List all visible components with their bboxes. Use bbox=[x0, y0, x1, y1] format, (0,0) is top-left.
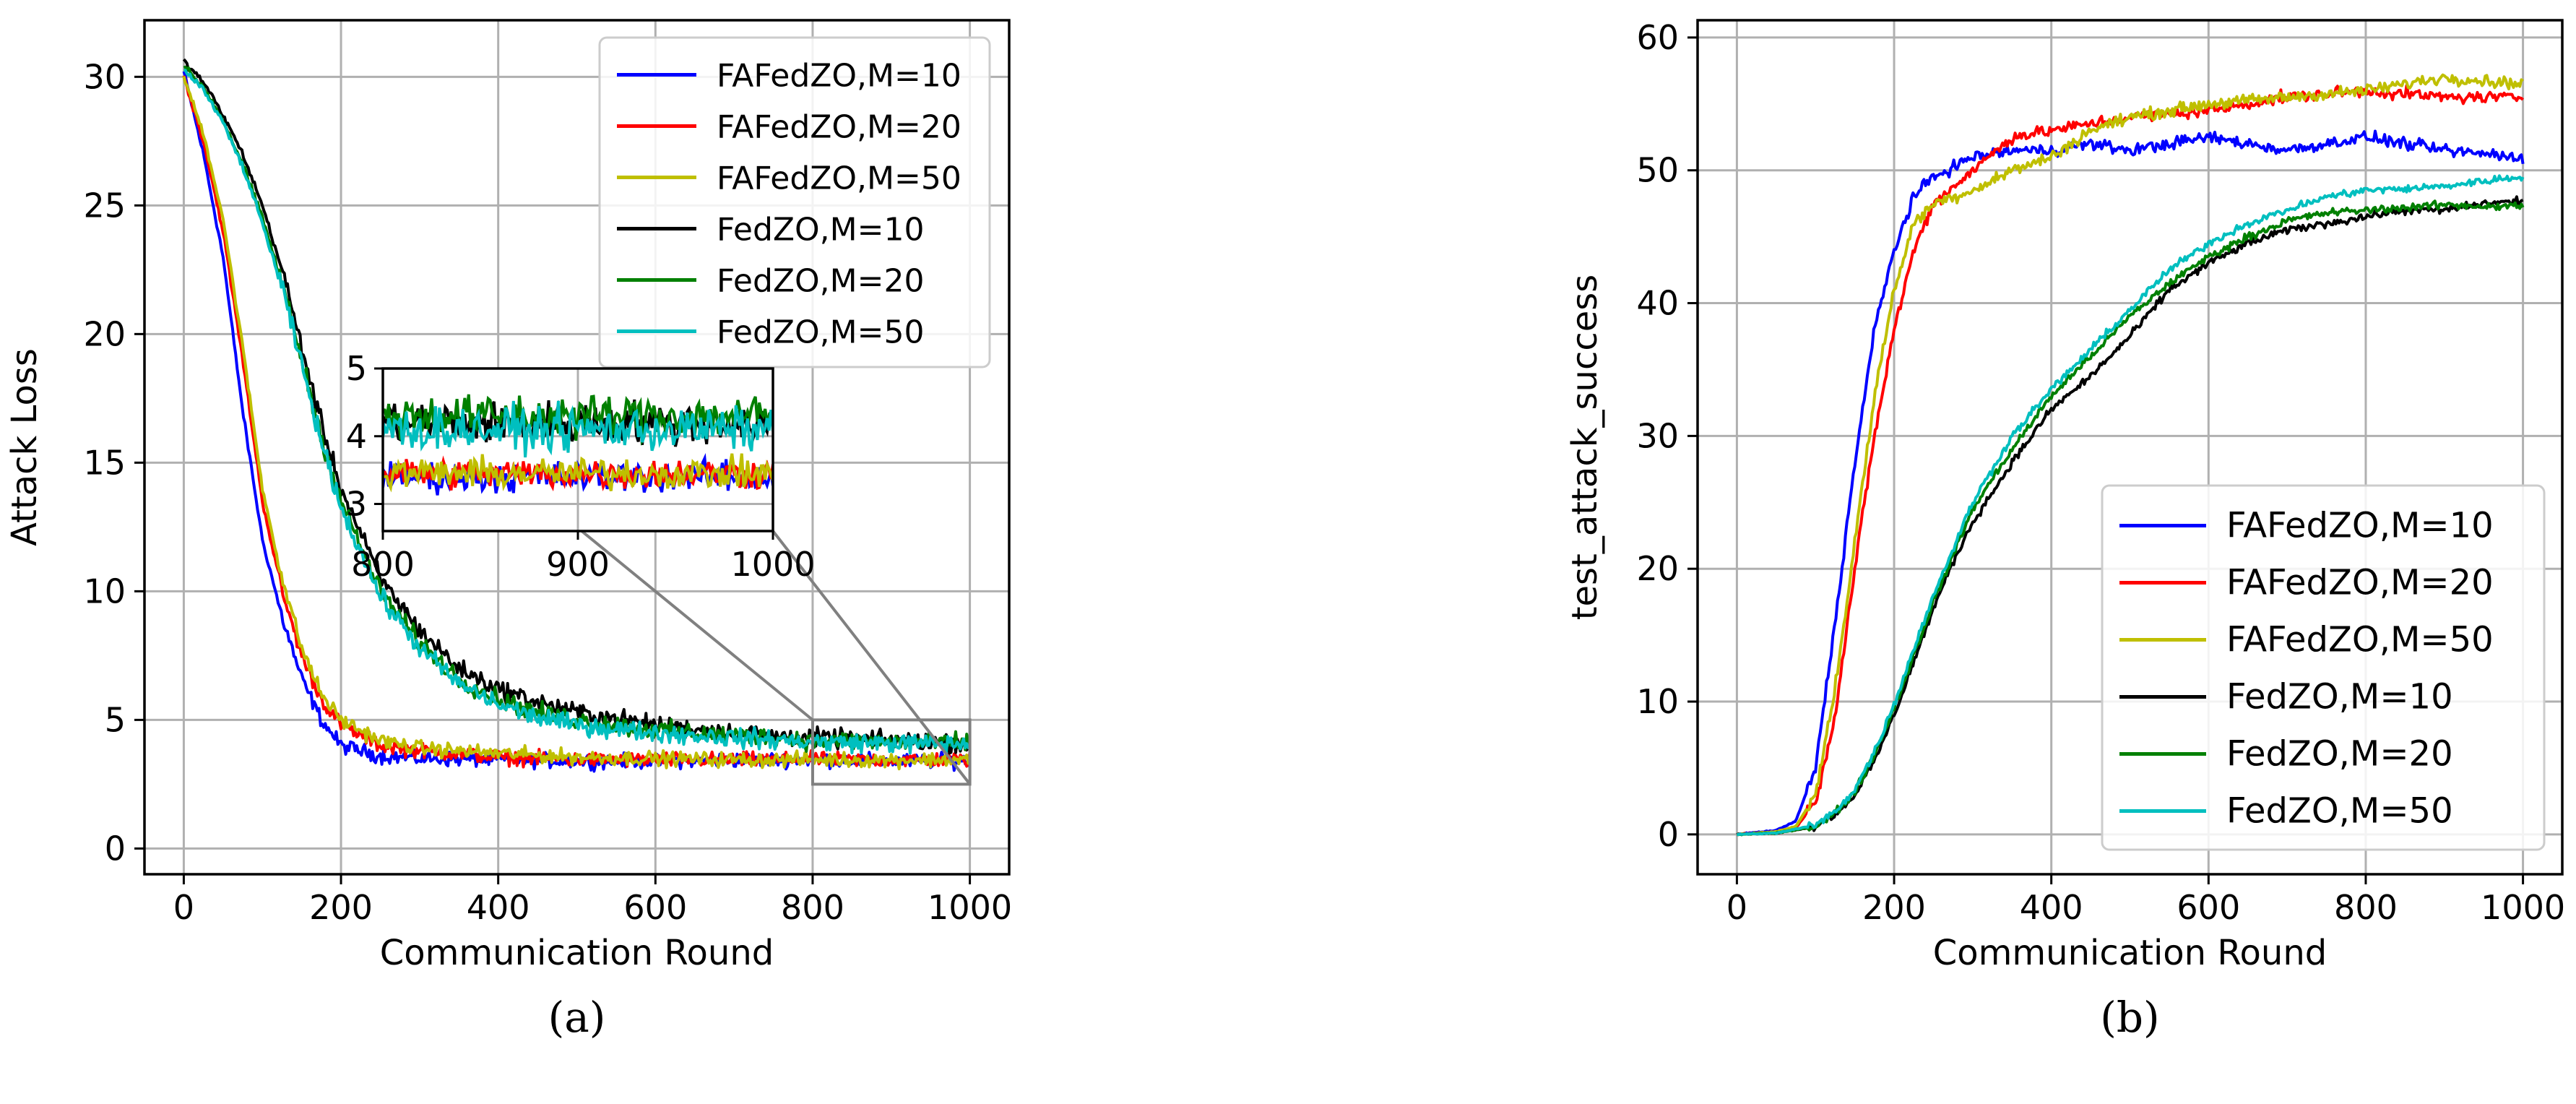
panel-a-chart: 0 200 400 600 800 1000 0 5 10 15 20 25 30 Communicati… bbox=[4, 19, 1012, 1042]
legend: FAFedZO,M=10 FAFedZO,M=20 FAFedZO,M=50 FedZ… bbox=[598, 36, 991, 368]
y-tick-label: 50 bbox=[1636, 151, 1679, 190]
y-tick-label: 10 bbox=[83, 572, 126, 611]
series-group bbox=[1736, 73, 2525, 837]
legend-label: FedZO,M=20 bbox=[2226, 734, 2453, 775]
legend-label: FAFedZO,M=50 bbox=[717, 160, 961, 197]
x-tick-label: 1000 bbox=[2481, 888, 2565, 927]
x-tick-label: 1000 bbox=[928, 888, 1012, 927]
y-axis-label: test_attack_success bbox=[1565, 275, 1605, 621]
legend-label: FAFedZO,M=20 bbox=[2226, 563, 2494, 603]
y-tick-label: 40 bbox=[1636, 284, 1679, 323]
x-axis-label: Communication Round bbox=[380, 933, 774, 973]
panel-label: (a) bbox=[548, 993, 606, 1042]
legend-label: FAFedZO,M=10 bbox=[717, 58, 961, 95]
inset-series-group bbox=[383, 394, 773, 496]
legend: FAFedZO,M=10 FAFedZO,M=20 FAFedZO,M=50 FedZ… bbox=[2101, 484, 2546, 851]
legend-label: FAFedZO,M=10 bbox=[2226, 506, 2494, 546]
legend-label: FedZO,M=20 bbox=[717, 263, 924, 300]
legend-label: FedZO,M=10 bbox=[717, 212, 924, 249]
inset-y-tick-label: 3 bbox=[346, 485, 367, 524]
inset-x-tick-label: 900 bbox=[546, 545, 610, 584]
x-tick-label: 400 bbox=[467, 888, 530, 927]
y-tick-label: 30 bbox=[83, 57, 126, 96]
inset-y-tick-label: 4 bbox=[346, 417, 367, 456]
panel-b-chart: 0 200 400 600 800 1000 0 10 20 30 40 50 60 Communicat… bbox=[1565, 18, 2565, 1042]
zoom-region bbox=[811, 718, 972, 786]
series-line-fafedzo-m-10 bbox=[1737, 129, 2525, 837]
y-tick-label: 5 bbox=[105, 700, 126, 739]
x-tick-label: 0 bbox=[173, 888, 194, 927]
legend-box bbox=[2101, 484, 2546, 851]
legend-label: FedZO,M=50 bbox=[717, 314, 924, 351]
legend-label: FAFedZO,M=20 bbox=[717, 109, 961, 146]
y-tick-label: 0 bbox=[1658, 815, 1679, 854]
x-tick-label: 0 bbox=[1726, 888, 1747, 927]
y-axis-label: Attack Loss bbox=[4, 348, 45, 546]
legend-label: FedZO,M=50 bbox=[2226, 791, 2453, 832]
legend-box bbox=[598, 36, 991, 368]
series-line-fedzo-m-50 bbox=[1737, 174, 2525, 836]
y-tick-label: 15 bbox=[83, 443, 126, 482]
legend-label: FAFedZO,M=50 bbox=[2226, 620, 2494, 660]
inset-series-line bbox=[383, 453, 773, 493]
legend-label: FedZO,M=10 bbox=[2226, 677, 2453, 717]
y-tick-label: 25 bbox=[83, 186, 126, 225]
x-tick-label: 800 bbox=[2334, 888, 2398, 927]
y-tick-label: 20 bbox=[1636, 549, 1679, 588]
x-tick-label: 200 bbox=[309, 888, 373, 927]
inset-x-tick-label: 1000 bbox=[730, 545, 815, 584]
y-tick-label: 10 bbox=[1636, 682, 1679, 721]
series-line-fafedzo-m-50 bbox=[1736, 73, 2524, 837]
series-line-fafedzo-m-50 bbox=[182, 76, 972, 771]
inset-series-line bbox=[383, 400, 773, 458]
x-tick-label: 600 bbox=[623, 888, 687, 927]
y-tick-label: 60 bbox=[1636, 18, 1679, 57]
y-tick-label: 0 bbox=[105, 829, 126, 868]
panel-label: (b) bbox=[2100, 993, 2159, 1042]
x-tick-label: 200 bbox=[1862, 888, 1926, 927]
inset-x-tick-label: 800 bbox=[351, 545, 415, 584]
axes-frame bbox=[143, 19, 1011, 876]
y-tick-label: 20 bbox=[83, 314, 126, 353]
series-group bbox=[182, 58, 972, 773]
inset-y-tick-label: 5 bbox=[346, 349, 367, 388]
x-tick-label: 800 bbox=[781, 888, 844, 927]
series-line-fedzo-m-50 bbox=[183, 69, 971, 755]
y-tick-label: 30 bbox=[1636, 416, 1679, 455]
x-tick-label: 600 bbox=[2177, 888, 2240, 927]
x-axis-label: Communication Round bbox=[1933, 933, 2327, 973]
zoom-connector bbox=[771, 530, 972, 785]
x-tick-label: 400 bbox=[2020, 888, 2083, 927]
axes-frame bbox=[1696, 19, 2564, 876]
